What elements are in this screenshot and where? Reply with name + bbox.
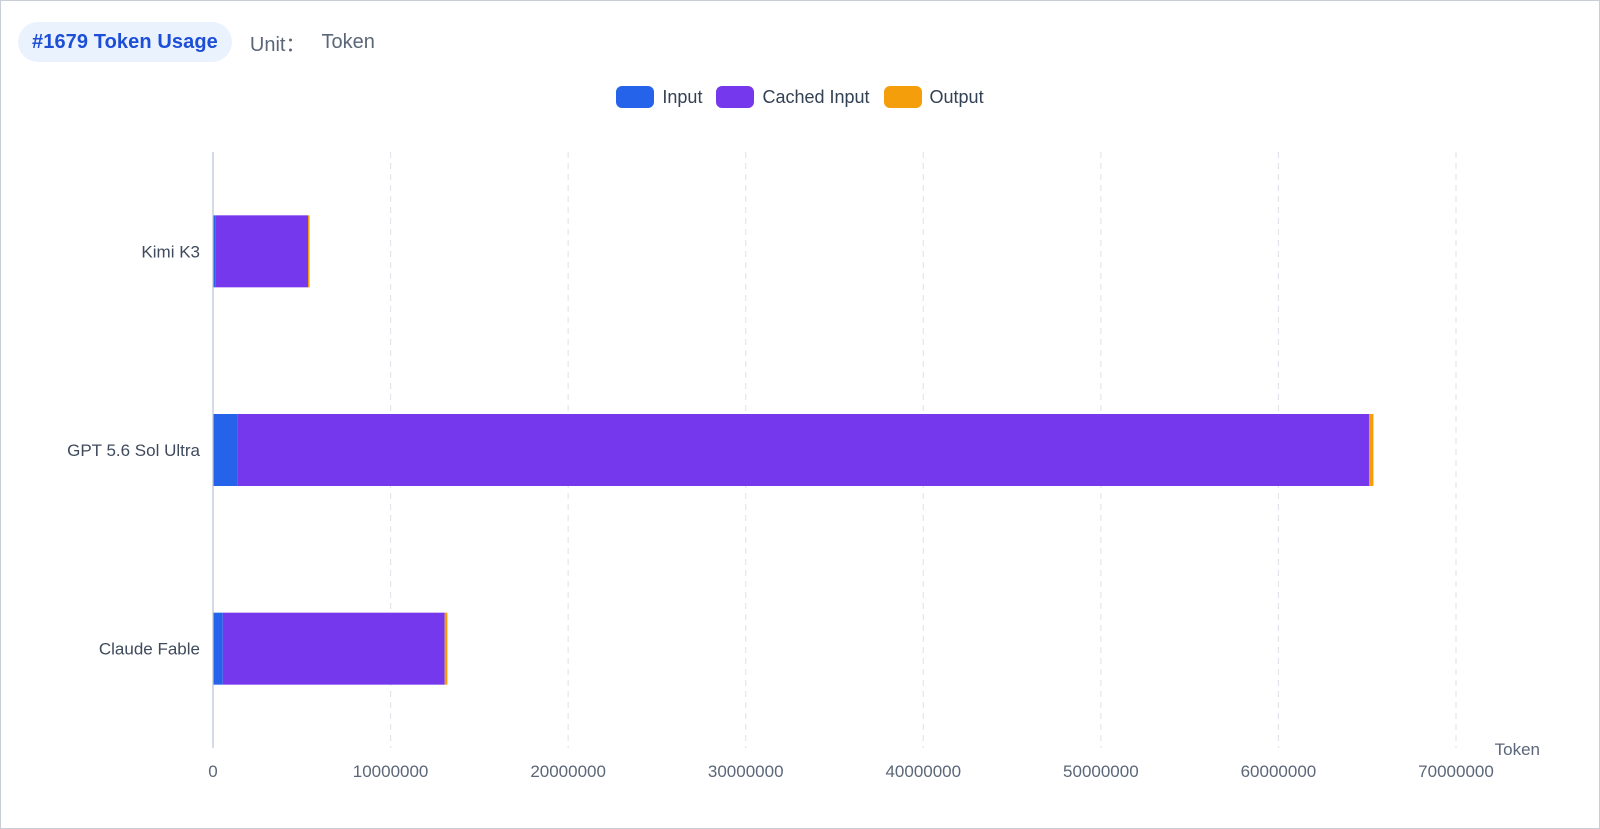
category-label-0: Kimi K3 (141, 242, 200, 261)
bar-2-0 (213, 612, 223, 685)
x-tick-label-6: 60000000 (1241, 762, 1317, 781)
bar-0-1 (215, 215, 309, 288)
bar-1-2 (1368, 414, 1374, 486)
bar-0-0 (213, 215, 216, 288)
category-label-2: Claude Fable (99, 640, 200, 659)
x-tick-label-5: 50000000 (1063, 762, 1139, 781)
legend-label-input: Input (662, 86, 703, 107)
bar-2-1 (222, 612, 445, 685)
legend-item-cached-input[interactable]: Cached Input (716, 86, 870, 108)
bar-1-1 (237, 414, 1369, 486)
legend-item-input[interactable]: Input (616, 86, 702, 108)
legend-swatch-input (616, 86, 655, 108)
x-tick-label-3: 30000000 (708, 762, 784, 781)
legend-label-output: Output (929, 86, 984, 107)
labels: 0 10000000 20000000 30000000 40000000 5000000… (67, 242, 1540, 781)
legend-item-output[interactable]: Output (883, 86, 984, 108)
x-tick-label-0: 0 (208, 762, 217, 781)
unit-value: Token (321, 30, 375, 53)
x-tick-label-2: 20000000 (530, 762, 606, 781)
category-label-1: GPT 5.6 Sol Ultra (67, 441, 200, 460)
chart-legend: Input Cached Input Output (0, 86, 1600, 108)
x-tick-label-1: 10000000 (353, 762, 429, 781)
bars (213, 215, 1374, 685)
chart-header: #1679 Token Usage Unit： Token (18, 22, 375, 62)
chart-title: #1679 Token Usage (18, 22, 232, 62)
bar-0-2 (308, 215, 310, 288)
legend-swatch-cached-input (716, 86, 755, 108)
unit-label: Unit： (249, 33, 306, 56)
legend-label-cached-input: Cached Input (762, 86, 870, 107)
legend-swatch-output (883, 86, 922, 108)
bar-2-2 (444, 612, 448, 685)
bar-1-0 (213, 414, 238, 486)
x-tick-label-7: 70000000 (1418, 762, 1494, 781)
x-axis-name: Token (1495, 740, 1540, 759)
x-tick-label-4: 40000000 (885, 762, 961, 781)
